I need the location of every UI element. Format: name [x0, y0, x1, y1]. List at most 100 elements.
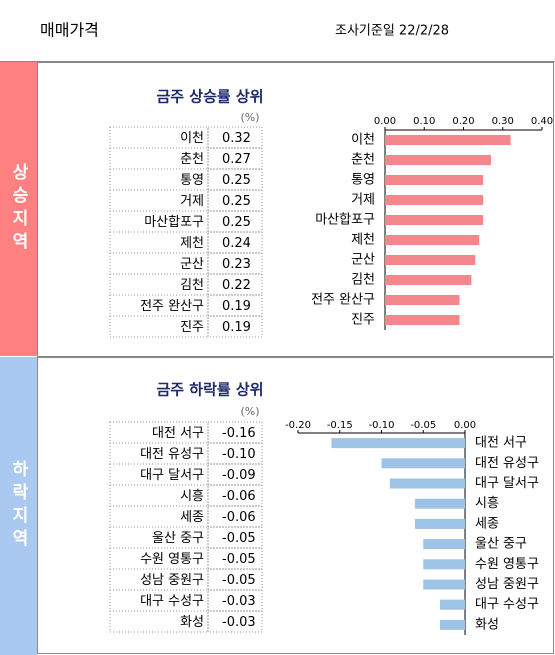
category-label: 시흥 — [475, 496, 499, 511]
category-label: 대전 유성구 — [475, 456, 539, 471]
bar — [385, 175, 484, 185]
bar — [423, 539, 465, 550]
bar — [331, 438, 465, 449]
x-tick-label: 0.10 — [413, 116, 435, 127]
bar — [381, 458, 465, 469]
bar — [439, 599, 465, 610]
bar — [385, 155, 491, 165]
change-rate: -0.10 — [222, 447, 256, 462]
chart-title: 금주 상승률 상위 — [156, 88, 263, 106]
bar — [389, 478, 465, 489]
region-name: 김천 — [180, 278, 204, 293]
region-name: 시흥 — [180, 489, 204, 504]
category-label: 춘천 — [351, 153, 375, 168]
change-rate: -0.05 — [222, 531, 256, 546]
change-rate: 0.24 — [222, 236, 251, 251]
x-tick-label: 0.20 — [452, 116, 474, 127]
category-label: 진주 — [351, 313, 375, 328]
region-name: 거제 — [180, 194, 204, 209]
region-name: 울산 중구 — [152, 531, 204, 546]
unit-label: (%) — [240, 111, 259, 124]
category-label: 통영 — [351, 173, 375, 188]
change-rate: -0.03 — [222, 594, 256, 609]
change-rate: -0.03 — [222, 615, 256, 630]
region-name: 진주 — [180, 320, 204, 335]
x-tick-label: 0.30 — [492, 116, 514, 127]
change-rate: 0.32 — [222, 131, 251, 146]
change-rate: 0.19 — [222, 299, 251, 314]
section-label: 하락지역 — [8, 460, 28, 552]
region-name: 대구 수성구 — [140, 594, 204, 609]
bar — [385, 235, 480, 245]
region-name: 대구 달서구 — [140, 468, 204, 483]
change-rate: 0.25 — [222, 215, 251, 230]
category-label: 대전 서구 — [475, 436, 527, 451]
table-cell — [109, 610, 209, 633]
change-rate: -0.16 — [222, 426, 256, 441]
change-rate: 0.23 — [222, 257, 251, 272]
fall-panel — [37, 357, 554, 654]
category-label: 화성 — [475, 617, 499, 632]
bar — [423, 579, 465, 590]
change-rate: -0.09 — [222, 468, 256, 483]
category-label: 마산합포구 — [315, 213, 375, 228]
x-tick-label: -0.20 — [285, 420, 311, 431]
category-label: 수원 영통구 — [475, 557, 539, 572]
region-name: 군산 — [180, 257, 204, 272]
change-rate: 0.19 — [222, 320, 251, 335]
change-rate: 0.25 — [222, 173, 251, 188]
bar — [414, 518, 465, 529]
bar — [385, 315, 460, 325]
section-label: 상승지역 — [8, 163, 28, 255]
bar — [385, 135, 511, 145]
x-tick-label: 0.00 — [374, 116, 396, 127]
unit-label: (%) — [240, 405, 259, 418]
bar — [385, 215, 484, 225]
x-tick-label: 0.00 — [454, 420, 476, 431]
fall-band — [0, 357, 37, 655]
change-rate: 0.25 — [222, 194, 251, 209]
bar — [385, 275, 472, 285]
change-rate: 0.22 — [222, 278, 251, 293]
region-name: 통영 — [180, 173, 204, 188]
bar — [423, 559, 465, 570]
category-label: 대구 수성구 — [475, 597, 539, 612]
x-tick-label: 0.40 — [531, 116, 553, 127]
change-rate: -0.06 — [222, 510, 256, 525]
category-label: 이천 — [351, 133, 375, 148]
header-title: 매매가격 — [40, 21, 99, 40]
region-name: 성남 중원구 — [140, 573, 204, 588]
table-cell — [109, 315, 209, 338]
table-cell — [207, 315, 263, 338]
rise-panel — [37, 62, 554, 357]
change-rate: -0.05 — [222, 573, 256, 588]
table-cell — [207, 610, 263, 633]
category-label: 거제 — [351, 193, 375, 208]
chart-title: 금주 하락률 상위 — [156, 381, 263, 399]
region-name: 화성 — [180, 615, 204, 630]
survey-date: 조사기준일 22/2/28 — [335, 24, 449, 39]
category-label: 김천 — [351, 273, 375, 288]
category-label: 군산 — [351, 253, 375, 268]
change-rate: -0.05 — [222, 552, 256, 567]
category-label: 제천 — [351, 233, 375, 248]
region-name: 이천 — [180, 131, 204, 146]
region-name: 마산합포구 — [144, 215, 204, 230]
category-label: 전주 완산구 — [311, 293, 375, 308]
region-name: 대전 서구 — [152, 426, 204, 441]
category-label: 세종 — [475, 516, 499, 531]
region-name: 세종 — [180, 510, 204, 525]
bar — [439, 619, 465, 630]
bar — [385, 195, 484, 205]
bar — [385, 255, 476, 265]
rise-band — [0, 62, 37, 356]
change-rate: -0.06 — [222, 489, 256, 504]
region-name: 수원 영통구 — [140, 552, 204, 567]
region-name: 전주 완산구 — [140, 299, 204, 314]
category-label: 대구 달서구 — [475, 476, 539, 491]
x-tick-label: -0.10 — [369, 420, 395, 431]
region-name: 대전 유성구 — [140, 447, 204, 462]
category-label: 울산 중구 — [475, 537, 527, 552]
